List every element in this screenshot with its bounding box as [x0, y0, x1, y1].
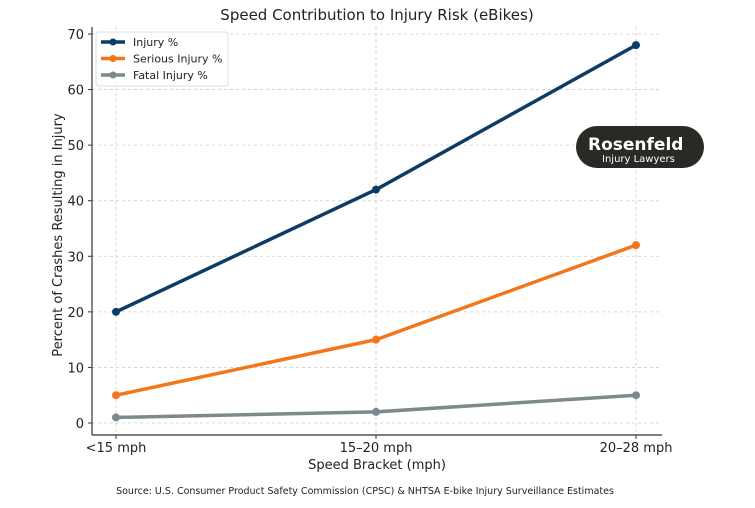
- data-point: [112, 391, 120, 400]
- legend-label: Injury %: [133, 36, 178, 49]
- logo-subtitle: Injury Lawyers: [602, 154, 675, 165]
- legend-marker: [109, 38, 117, 46]
- x-tick-label: 20–28 mph: [600, 441, 673, 456]
- y-tick-label: 50: [67, 139, 84, 154]
- y-tick-label: 30: [67, 250, 84, 265]
- data-point: [372, 335, 380, 344]
- data-point: [372, 407, 380, 416]
- legend-label: Fatal Injury %: [133, 69, 208, 82]
- legend-marker: [109, 71, 117, 79]
- y-tick-label: 40: [67, 195, 84, 210]
- y-axis-label: Percent of Crashes Resulting in Injury: [51, 113, 66, 357]
- y-tick-label: 70: [67, 28, 84, 43]
- y-tick-label: 20: [67, 306, 84, 321]
- y-tick-label: 60: [67, 84, 84, 99]
- grid: [92, 27, 662, 435]
- data-point: [372, 185, 380, 194]
- legend: Injury % Serious Injury % Fatal Injury %: [95, 31, 229, 87]
- legend-marker: [109, 55, 117, 62]
- series-group: [112, 41, 640, 422]
- logo-name: Rosenfeld: [588, 135, 683, 155]
- source-note: Source: U.S. Consumer Product Safety Com…: [116, 486, 614, 497]
- axes: 0 10 20 30 40 50 60 70 <15 mph 15–20 mph 20–28 mph: [67, 27, 672, 456]
- y-tick-label: 0: [76, 417, 84, 432]
- legend-label: Serious Injury %: [133, 53, 222, 66]
- rosenfeld-logo: Rosenfeld Injury Lawyers: [576, 126, 704, 168]
- data-point: [632, 41, 640, 50]
- data-point: [112, 413, 120, 422]
- x-axis-label: Speed Bracket (mph): [308, 458, 446, 473]
- x-tick-label: 15–20 mph: [340, 441, 413, 456]
- y-tick-label: 10: [67, 361, 84, 376]
- data-point: [632, 241, 640, 250]
- data-point: [632, 391, 640, 400]
- x-tick-label: <15 mph: [86, 441, 147, 456]
- data-point: [112, 307, 120, 316]
- chart-title: Speed Contribution to Injury Risk (eBike…: [220, 6, 533, 24]
